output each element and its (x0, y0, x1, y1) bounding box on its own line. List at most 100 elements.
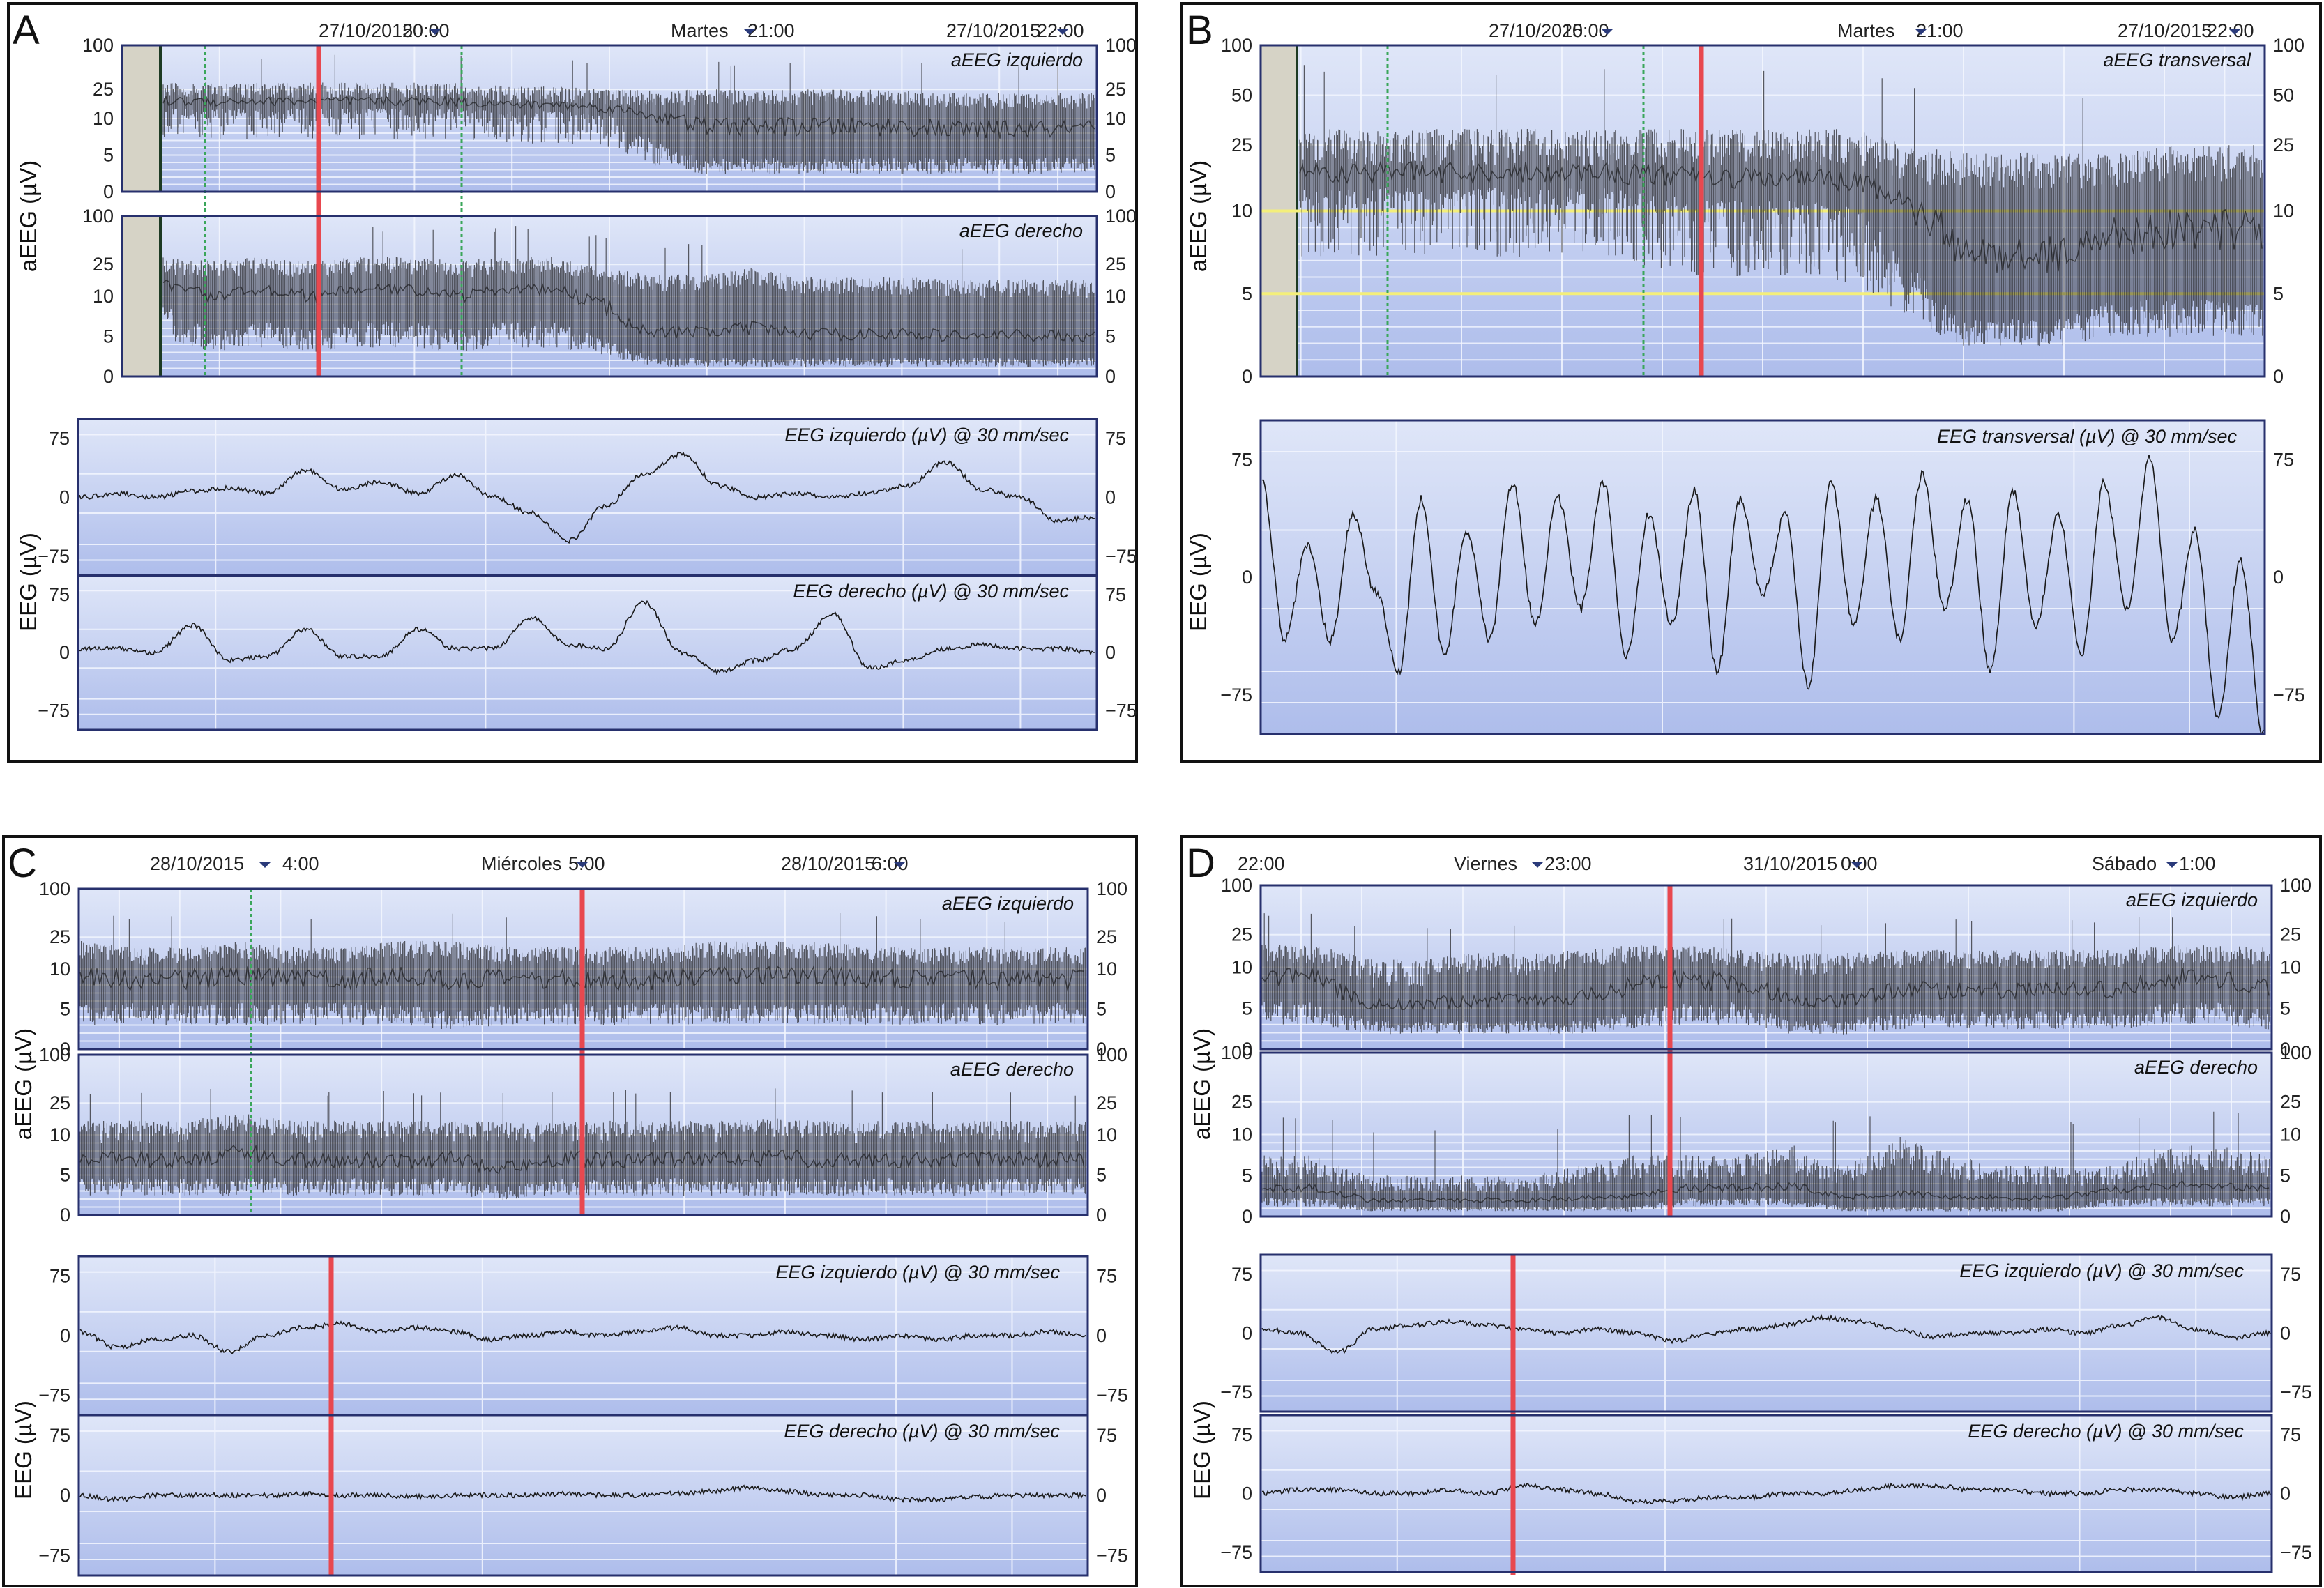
y-tick-label: −75 (1220, 685, 1252, 705)
channel-label: aEEG izquierdo (951, 49, 1083, 70)
y-tick-label-right: 10 (2280, 957, 2301, 978)
y-tick-label-right: 50 (2273, 84, 2294, 105)
y-tick-label: 75 (1231, 449, 1252, 470)
y-tick-label-right: 100 (2280, 875, 2311, 896)
y-tick-label: 75 (1231, 1264, 1252, 1285)
y-tick-label: 10 (50, 959, 70, 979)
y-tick-label: 10 (93, 286, 114, 307)
y-tick-label: 5 (1242, 1165, 1252, 1186)
channel-label: EEG izquierdo (µV) @ 30 mm/sec (1959, 1260, 2244, 1281)
y-tick-label: 100 (1221, 1042, 1252, 1063)
y-tick-label-right: −75 (2273, 685, 2305, 705)
y-tick-label: 75 (1231, 1424, 1252, 1445)
y-tick-label: 0 (60, 1039, 70, 1060)
panel-letter: C (8, 841, 37, 886)
y-tick-label: 25 (1231, 135, 1252, 155)
time-axis-label: 27/10/2015 (1489, 20, 1583, 41)
y-tick-label-right: 0 (1096, 1205, 1107, 1226)
y-axis-label: EEG (µV) (10, 1400, 36, 1499)
y-tick-label-right: 100 (1105, 35, 1137, 56)
y-tick-label: 0 (60, 1205, 70, 1226)
y-tick-label-right: 25 (1105, 79, 1126, 100)
time-axis-label: 4:00 (282, 853, 319, 874)
time-axis-label: 22:00 (2207, 20, 2254, 41)
y-tick-label-right: 5 (1105, 145, 1116, 166)
y-axis-label: aEEG (µV) (1185, 160, 1211, 272)
time-marker-icon (429, 29, 441, 35)
y-tick-label: 25 (50, 926, 70, 947)
y-tick-label: 0 (60, 1325, 70, 1346)
y-axis-label: EEG (µV) (15, 533, 41, 632)
y-tick-label: 0 (1242, 1483, 1252, 1504)
y-tick-label: −75 (1220, 1542, 1252, 1563)
time-axis-label: 27/10/2015 (946, 20, 1040, 41)
y-tick-label-right: 10 (1105, 286, 1126, 307)
channel-label: aEEG izquierdo (2126, 890, 2258, 910)
eeg-trace-C-eeg-1 (79, 1484, 1086, 1504)
y-tick-label: 75 (49, 584, 70, 605)
y-tick-label: 10 (1231, 957, 1252, 978)
y-tick-label-right: 100 (2280, 1042, 2311, 1063)
y-tick-label-right: 0 (1105, 366, 1116, 387)
time-marker-icon (576, 862, 588, 868)
y-tick-label: 0 (1242, 1206, 1252, 1227)
time-marker-icon (1915, 29, 1927, 35)
aeeg-trace-B-0 (1299, 65, 2263, 346)
y-tick-label-right: 0 (1105, 181, 1116, 202)
time-axis-label: Viernes (1454, 853, 1517, 874)
time-marker-icon (893, 862, 906, 868)
y-tick-label-right: 75 (1096, 1425, 1117, 1446)
eeg-trace-A-eeg-0 (79, 451, 1095, 544)
y-tick-label-right: 25 (2280, 1092, 2301, 1113)
y-tick-label: 100 (39, 878, 70, 899)
y-tick-label-right: −75 (2280, 1542, 2312, 1563)
time-marker-icon (259, 862, 271, 868)
y-tick-label-right: 0 (2280, 1206, 2291, 1227)
y-tick-label: −75 (38, 546, 70, 567)
y-tick-label: 100 (82, 35, 114, 56)
y-tick-label: −75 (38, 1385, 70, 1406)
channel-label: aEEG transversal (2103, 49, 2251, 70)
y-axis-label: EEG (µV) (1189, 1400, 1215, 1499)
y-tick-label-right: −75 (2280, 1382, 2312, 1403)
y-tick-label-right: 0 (1096, 1039, 1107, 1060)
aeeg-trace-D-0 (1261, 913, 2270, 1035)
y-tick-label-right: 25 (1096, 926, 1117, 947)
y-tick-label: 100 (1221, 875, 1252, 896)
y-tick-label-right: 0 (1096, 1325, 1107, 1346)
y-tick-label: 5 (103, 326, 114, 347)
y-axis-label: EEG (µV) (1185, 533, 1211, 632)
y-tick-label: 100 (82, 206, 114, 227)
time-axis-label: Miércoles (481, 853, 562, 874)
channel-label: EEG derecho (µV) @ 30 mm/sec (793, 581, 1069, 602)
time-axis-label: 28/10/2015 (150, 853, 244, 874)
y-tick-label: 0 (1242, 1323, 1252, 1344)
y-tick-label-right: 5 (1096, 999, 1107, 1020)
y-tick-label: 10 (50, 1124, 70, 1145)
y-tick-label-right: 0 (2280, 1483, 2291, 1504)
y-axis-label: aEEG (µV) (10, 1028, 36, 1140)
channel-label: EEG izquierdo (µV) @ 30 mm/sec (784, 425, 1069, 445)
eeg-trace-C-eeg-0 (79, 1320, 1086, 1354)
y-tick-label-right: 100 (1105, 206, 1137, 227)
channel-label: aEEG derecho (950, 1059, 1074, 1080)
time-axis-label: Martes (1837, 20, 1895, 41)
time-axis-label: Martes (671, 20, 729, 41)
y-tick-label: 25 (1231, 1092, 1252, 1113)
time-marker-icon (743, 29, 756, 35)
panel-letter: D (1186, 841, 1215, 886)
time-axis-label: 28/10/2015 (781, 853, 875, 874)
y-tick-label-right: 75 (2280, 1264, 2301, 1285)
y-tick-label: 75 (49, 428, 70, 449)
y-tick-label-right: 0 (2273, 366, 2284, 387)
y-tick-label-right: 10 (2273, 201, 2294, 222)
y-tick-label: 0 (1242, 1039, 1252, 1060)
y-tick-label: 0 (1242, 567, 1252, 588)
channel-label: aEEG derecho (959, 220, 1083, 241)
y-tick-label-right: 75 (1105, 584, 1126, 605)
y-tick-label-right: 0 (2280, 1039, 2291, 1060)
y-tick-label: 25 (50, 1092, 70, 1113)
y-tick-label: 100 (1221, 35, 1252, 56)
y-tick-label-right: 5 (2280, 1165, 2291, 1186)
y-tick-label-right: 0 (2280, 1323, 2291, 1344)
